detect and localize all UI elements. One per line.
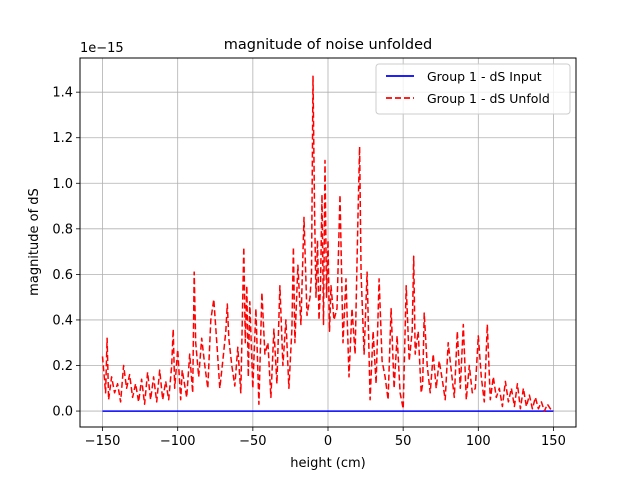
x-tick-label: 150 xyxy=(541,434,566,449)
legend-box xyxy=(375,63,571,115)
legend-label-input: Group 1 - dS Input xyxy=(427,69,542,84)
data-lines xyxy=(101,75,554,412)
legend: Group 1 - dS Input Group 1 - dS Unfold xyxy=(375,63,571,115)
y-tick-label: 0.4 xyxy=(52,313,73,328)
chart-title: magnitude of noise unfolded xyxy=(224,37,433,53)
x-axis-label: height (cm) xyxy=(290,456,366,471)
x-tick-label: 50 xyxy=(395,434,412,449)
legend-label-unfold: Group 1 - dS Unfold xyxy=(427,91,550,106)
y-tick-label: 0.2 xyxy=(52,359,73,374)
y-tick-label: 0.6 xyxy=(52,268,73,283)
x-tick-label: 0 xyxy=(324,434,332,449)
x-tick-label: 100 xyxy=(466,434,491,449)
x-tick-label: −50 xyxy=(239,434,266,449)
y-axis-label: magnitude of dS xyxy=(27,188,42,296)
y-tick-label: 1.2 xyxy=(52,131,73,146)
y-tick-label: 0.0 xyxy=(52,405,73,420)
series-line-unfold xyxy=(101,75,554,412)
y-tick-label: 1.4 xyxy=(52,86,73,101)
x-tick-label: −100 xyxy=(160,434,196,449)
x-tick-label: −150 xyxy=(85,434,121,449)
axis-ticks: −150 −100 −50 0 50 100 150 0.0 0.2 0.4 0.6 0.8 1.0 1.… xyxy=(52,86,566,449)
y-tick-label: 0.8 xyxy=(52,222,73,237)
y-axis-scale-label: 1e−15 xyxy=(80,41,124,56)
y-tick-label: 1.0 xyxy=(52,177,73,192)
